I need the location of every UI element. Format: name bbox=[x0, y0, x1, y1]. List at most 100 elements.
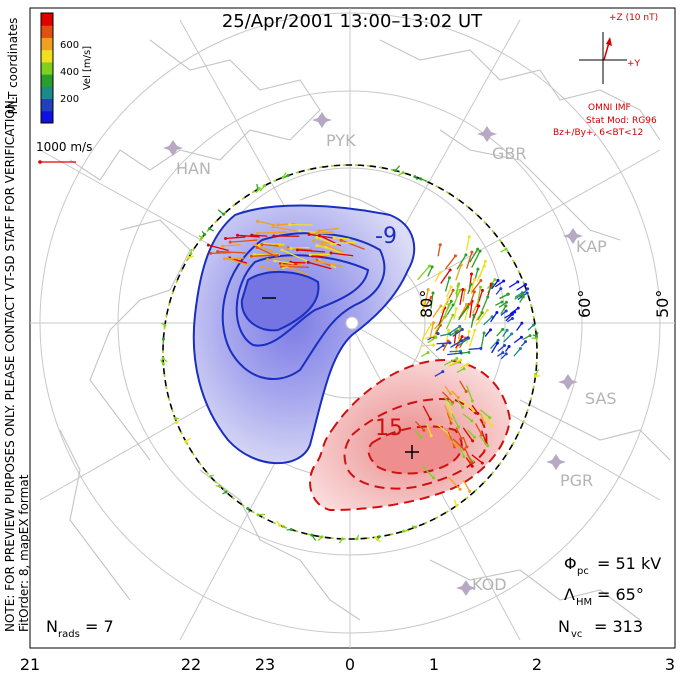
velocity-vector bbox=[443, 396, 453, 405]
mlt-tick: 2 bbox=[532, 655, 542, 674]
velocity-vector-origin bbox=[442, 315, 446, 319]
velocity-vector-origin bbox=[467, 235, 471, 239]
velocity-vector-origin bbox=[448, 392, 452, 396]
velocity-vector-origin bbox=[482, 264, 486, 268]
mlt-tick: 23 bbox=[255, 655, 275, 674]
velocity-vector-origin bbox=[289, 246, 293, 250]
velocity-vector-origin bbox=[310, 533, 314, 537]
velocity-vector bbox=[414, 421, 425, 431]
velocity-vector bbox=[475, 309, 488, 326]
velocity-vector-origin bbox=[426, 288, 430, 292]
velocity-vector-origin bbox=[340, 537, 344, 541]
velocity-vector bbox=[251, 254, 279, 257]
positive-potential-cell: 15 bbox=[309, 358, 512, 512]
velocity-vector-origin bbox=[252, 252, 256, 256]
velocity-vector bbox=[436, 342, 450, 345]
velocity-vector bbox=[468, 347, 481, 351]
velocity-vector-origin bbox=[272, 234, 276, 238]
velocity-vector bbox=[451, 390, 459, 399]
velocity-vector bbox=[225, 236, 246, 240]
velocity-vector-origin bbox=[441, 370, 445, 374]
velocity-vector bbox=[467, 429, 475, 438]
velocity-vector-origin bbox=[472, 290, 476, 294]
velocity-vector-origin bbox=[428, 417, 432, 421]
velocity-vector bbox=[487, 284, 494, 294]
velocity-vector-origin bbox=[521, 295, 525, 299]
velocity-vector-origin bbox=[434, 335, 438, 339]
station-label-kod: KOD bbox=[472, 575, 507, 594]
coastlines bbox=[59, 39, 671, 621]
mlt-tick: 0 bbox=[345, 655, 355, 674]
velocity-vector-origin bbox=[472, 313, 476, 317]
velocity-vector-origin bbox=[479, 279, 483, 283]
velocity-vector bbox=[434, 272, 441, 283]
velocity-vector bbox=[513, 336, 522, 344]
velocity-vector-origin bbox=[504, 304, 508, 308]
velocity-vector-origin bbox=[459, 436, 463, 440]
velocity-vector bbox=[483, 415, 493, 427]
velocity-vector-origin bbox=[246, 507, 250, 511]
velocity-vector-origin bbox=[459, 263, 463, 267]
velocity-vector-origin bbox=[276, 223, 280, 227]
latitude-label-80: 80° bbox=[417, 290, 436, 318]
velocity-vector-origin bbox=[471, 439, 475, 443]
velocity-vector-origin bbox=[491, 283, 495, 287]
velocity-vector bbox=[281, 264, 309, 276]
velocity-vector-origin bbox=[467, 302, 471, 306]
velocity-vector-origin bbox=[521, 292, 525, 296]
velocity-vector bbox=[462, 413, 473, 422]
velocity-vector-origin bbox=[422, 428, 426, 432]
stat-n-vc: = 313 bbox=[594, 617, 643, 636]
velocity-vector-origin bbox=[430, 265, 434, 269]
velocity-vector bbox=[471, 250, 481, 268]
velocity-vector bbox=[503, 333, 513, 343]
colorbar-tick-400: 400 bbox=[60, 67, 79, 78]
velocity-vector-origin bbox=[501, 327, 505, 331]
velocity-vector bbox=[423, 289, 429, 308]
velocity-vector-origin bbox=[206, 243, 210, 247]
velocity-vector bbox=[297, 249, 326, 253]
velocity-vector bbox=[257, 231, 287, 234]
velocity-vector bbox=[452, 328, 463, 337]
velocity-vector bbox=[491, 280, 499, 290]
station-label-gbr: GBR bbox=[492, 144, 527, 163]
velocity-vector-origin bbox=[253, 243, 257, 247]
coordinates-label: MLT coordinates bbox=[6, 18, 20, 115]
velocity-vector-origin bbox=[476, 247, 480, 251]
velocity-vector-origin bbox=[414, 525, 418, 529]
velocity-vector bbox=[471, 404, 479, 414]
velocity-vector-origin bbox=[313, 259, 317, 263]
velocity-vector-origin bbox=[451, 313, 455, 317]
velocity-vector bbox=[475, 423, 483, 436]
velocity-vector-origin bbox=[480, 433, 484, 437]
velocity-vector-origin bbox=[332, 236, 336, 240]
velocity-vector bbox=[509, 307, 519, 315]
velocity-vector bbox=[508, 281, 519, 288]
negative-potential-cell: -9 bbox=[192, 204, 416, 465]
velocity-vector-origin bbox=[518, 346, 522, 350]
velocity-vector bbox=[449, 330, 458, 337]
velocity-vector-origin bbox=[426, 351, 430, 355]
velocity-vector bbox=[316, 236, 337, 246]
velocity-vector-origin bbox=[320, 535, 324, 539]
velocity-vector-origin bbox=[488, 416, 492, 420]
velocity-vector-origin bbox=[256, 231, 260, 235]
velocity-vector bbox=[446, 304, 454, 316]
velocity-vector-origin bbox=[456, 396, 460, 400]
velocity-vector-origin bbox=[504, 247, 508, 251]
velocity-vector-origin bbox=[446, 297, 450, 301]
mlt-tick: 3 bbox=[665, 655, 675, 674]
velocity-vector-origin bbox=[472, 409, 476, 413]
svg-text:rads: rads bbox=[58, 629, 80, 640]
velocity-vector-origin bbox=[224, 490, 228, 494]
velocity-vector-origin bbox=[478, 285, 482, 289]
velocity-vector bbox=[467, 284, 472, 295]
velocity-vector bbox=[505, 313, 513, 322]
velocity-vector bbox=[437, 424, 450, 436]
velocity-vector-origin bbox=[315, 244, 319, 248]
svg-text:Λ: Λ bbox=[564, 585, 575, 604]
velocity-vector bbox=[281, 249, 309, 262]
velocity-vector-origin bbox=[524, 283, 528, 287]
velocity-vector bbox=[459, 289, 464, 306]
velocity-vector-origin bbox=[200, 236, 204, 240]
